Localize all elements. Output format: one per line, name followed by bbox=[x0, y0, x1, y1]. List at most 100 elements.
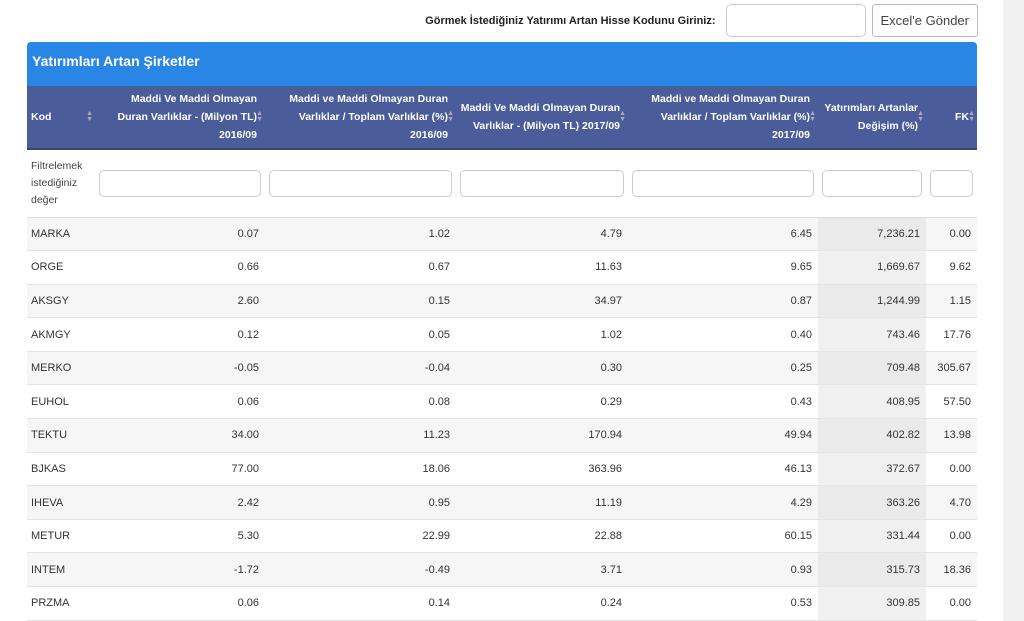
table-cell: MARKA bbox=[27, 217, 95, 252]
sort-icon[interactable]: ▲ ▼ bbox=[968, 110, 975, 123]
table-cell: PRZMA bbox=[27, 586, 95, 621]
filter-input-1[interactable] bbox=[99, 169, 261, 197]
table-cell: 11.23 bbox=[265, 418, 456, 453]
table-row[interactable]: MERKO -0.05 -0.04 0.30 0.25 709.48 305.67 bbox=[27, 351, 977, 386]
filter-input-6[interactable] bbox=[930, 169, 973, 197]
table-row[interactable]: EUHOL 0.06 0.08 0.29 0.43 408.95 57.50 bbox=[27, 384, 977, 420]
table-cell: 18.36 bbox=[926, 552, 977, 588]
table-row[interactable]: TEKTU 34.00 11.23 170.94 49.94 402.82 13.98 bbox=[27, 418, 977, 453]
table-cell: 1,669.67 bbox=[818, 250, 926, 285]
table-cell: 0.25 bbox=[628, 351, 818, 386]
table-cell: 0.14 bbox=[265, 586, 456, 621]
table-cell: 331.44 bbox=[818, 519, 926, 554]
filter-cell bbox=[818, 149, 926, 218]
table-cell: 1,244.99 bbox=[818, 284, 926, 319]
table-row[interactable]: PRZMA 0.06 0.14 0.24 0.53 309.85 0.00 bbox=[27, 586, 977, 621]
column-header-0[interactable]: Kod ▲ ▼ bbox=[27, 86, 95, 150]
column-header-6[interactable]: FK ▲ ▼ bbox=[926, 86, 977, 150]
table-cell: 46.13 bbox=[628, 452, 818, 487]
sort-icon[interactable]: ▲ ▼ bbox=[256, 110, 263, 123]
table-cell: TEKTU bbox=[27, 418, 95, 453]
table-cell: 315.73 bbox=[818, 552, 926, 588]
table-cell: 13.98 bbox=[926, 418, 977, 453]
table-cell: 22.99 bbox=[265, 519, 456, 554]
table-cell: 0.05 bbox=[265, 317, 456, 352]
table-cell: 4.70 bbox=[926, 485, 977, 520]
table-cell: 0.95 bbox=[265, 485, 456, 520]
search-bar: Görmek İstediğiniz Yatırımı Artan Hisse … bbox=[425, 4, 978, 37]
table-row[interactable]: AKSGY 2.60 0.15 34.97 0.87 1,244.99 1.15 bbox=[27, 284, 977, 319]
data-table: Kod ▲ ▼ Maddi Ve Maddi Olmayan Duran Varlık… bbox=[27, 86, 977, 621]
table-cell: 363.26 bbox=[818, 485, 926, 520]
table-cell: 372.67 bbox=[818, 452, 926, 487]
table-cell: ORGE bbox=[27, 250, 95, 285]
stock-code-input[interactable] bbox=[725, 4, 866, 37]
sort-icon[interactable]: ▲ ▼ bbox=[619, 110, 626, 123]
excel-export-button[interactable]: Excel'e Gönder bbox=[871, 4, 978, 37]
sort-icon[interactable]: ▲ ▼ bbox=[447, 110, 454, 123]
table-row[interactable]: ORGE 0.66 0.67 11.63 9.65 1,669.67 9.62 bbox=[27, 250, 977, 285]
table-row[interactable]: IHEVA 2.42 0.95 11.19 4.29 363.26 4.70 bbox=[27, 485, 977, 520]
sort-icon[interactable]: ▲ ▼ bbox=[917, 110, 924, 123]
table-row[interactable]: METUR 5.30 22.99 22.88 60.15 331.44 0.00 bbox=[27, 519, 977, 554]
table-cell: 4.29 bbox=[628, 485, 818, 520]
filter-input-4[interactable] bbox=[632, 169, 814, 197]
table-cell: METUR bbox=[27, 519, 95, 554]
table-cell: 0.15 bbox=[265, 284, 456, 319]
column-header-1[interactable]: Maddi Ve Maddi Olmayan Duran Varlıklar -… bbox=[95, 86, 265, 150]
table-cell: 0.06 bbox=[95, 586, 265, 621]
table-cell: 743.46 bbox=[818, 317, 926, 352]
filter-input-2[interactable] bbox=[269, 169, 452, 197]
panel-title: Yatırımları Artan Şirketler bbox=[27, 42, 977, 86]
table-cell: 309.85 bbox=[818, 586, 926, 621]
results-panel: Yatırımları Artan Şirketler Kod ▲ ▼ Maddi V… bbox=[27, 42, 977, 621]
table-cell: 22.88 bbox=[456, 519, 628, 554]
table-cell: 60.15 bbox=[628, 519, 818, 554]
column-header-label: Maddi ve Maddi Olmayan Duran Varlıklar /… bbox=[289, 93, 448, 141]
sort-icon[interactable]: ▲ ▼ bbox=[809, 110, 816, 123]
table-cell: 34.97 bbox=[456, 284, 628, 319]
column-header-3[interactable]: Maddi Ve Maddi Olmayan Duran Varlıklar -… bbox=[456, 86, 628, 150]
sort-icon[interactable]: ▲ ▼ bbox=[86, 110, 93, 123]
table-cell: 0.93 bbox=[628, 552, 818, 588]
column-header-4[interactable]: Maddi ve Maddi Olmayan Duran Varlıklar /… bbox=[628, 86, 818, 150]
column-header-2[interactable]: Maddi ve Maddi Olmayan Duran Varlıklar /… bbox=[265, 86, 456, 150]
filter-input-5[interactable] bbox=[822, 169, 922, 197]
table-row[interactable]: MARKA 0.07 1.02 4.79 6.45 7,236.21 0.00 bbox=[27, 217, 977, 252]
table-cell: -1.72 bbox=[95, 552, 265, 588]
table-cell: 0.24 bbox=[456, 586, 628, 621]
column-header-label: Maddi ve Maddi Olmayan Duran Varlıklar /… bbox=[651, 93, 810, 141]
column-header-label: Kod bbox=[31, 111, 52, 123]
table-cell: 9.62 bbox=[926, 250, 977, 285]
table-cell: 0.87 bbox=[628, 284, 818, 319]
filter-input-3[interactable] bbox=[460, 169, 624, 197]
table-cell: 1.02 bbox=[456, 317, 628, 352]
table-cell: 0.08 bbox=[265, 384, 456, 420]
filter-cell bbox=[456, 149, 628, 218]
filter-cell bbox=[926, 149, 977, 218]
table-cell: 11.19 bbox=[456, 485, 628, 520]
table-cell: 408.95 bbox=[818, 384, 926, 420]
table-cell: EUHOL bbox=[27, 384, 95, 420]
table-cell: BJKAS bbox=[27, 452, 95, 487]
table-row[interactable]: AKMGY 0.12 0.05 1.02 0.40 743.46 17.76 bbox=[27, 317, 977, 352]
table-cell: AKSGY bbox=[27, 284, 95, 319]
table-cell: 49.94 bbox=[628, 418, 818, 453]
table-cell: -0.04 bbox=[265, 351, 456, 386]
table-cell: 402.82 bbox=[818, 418, 926, 453]
table-row[interactable]: BJKAS 77.00 18.06 363.96 46.13 372.67 0.00 bbox=[27, 452, 977, 487]
table-cell: 7,236.21 bbox=[818, 217, 926, 252]
table-cell: 0.53 bbox=[628, 586, 818, 621]
table-cell: 18.06 bbox=[265, 452, 456, 487]
table-cell: 1.15 bbox=[926, 284, 977, 319]
column-header-label: Yatırımları Artanlar Değişim (%) bbox=[824, 102, 918, 132]
table-cell: 17.76 bbox=[926, 317, 977, 352]
table-cell: -0.05 bbox=[95, 351, 265, 386]
table-row[interactable]: INTEM -1.72 -0.49 3.71 0.93 315.73 18.36 bbox=[27, 552, 977, 588]
column-header-5[interactable]: Yatırımları Artanlar Değişim (%) ▲ ▼ bbox=[818, 86, 926, 150]
table-cell: 0.00 bbox=[926, 452, 977, 487]
page-scrollbar[interactable] bbox=[1003, 0, 1024, 621]
filter-cell bbox=[265, 149, 456, 218]
table-cell: 0.00 bbox=[926, 586, 977, 621]
table-cell: AKMGY bbox=[27, 317, 95, 352]
